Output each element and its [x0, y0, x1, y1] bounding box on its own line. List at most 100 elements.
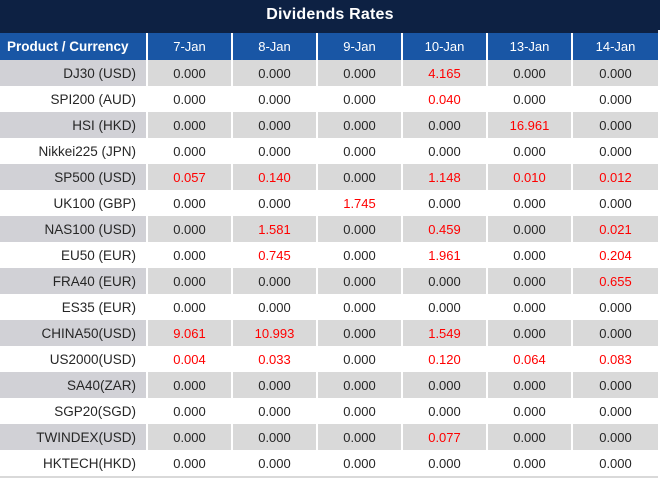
rate-cell: 0.000	[403, 294, 488, 320]
rate-cell: 0.000	[573, 86, 658, 112]
rate-cell: 0.000	[488, 398, 573, 424]
rate-cell: 0.000	[488, 86, 573, 112]
rate-cell: 0.000	[403, 190, 488, 216]
table-row: SP500 (USD) 0.057 0.140 0.000 1.148 0.010 0.01…	[0, 164, 658, 190]
rate-cell: 0.000	[573, 372, 658, 398]
product-cell: ES35 (EUR)	[0, 294, 148, 320]
rate-cell: 0.012	[573, 164, 658, 190]
product-cell: HSI (HKD)	[0, 112, 148, 138]
table-row: SPI200 (AUD) 0.000 0.000 0.000 0.040 0.000 0.0…	[0, 86, 658, 112]
product-cell: NAS100 (USD)	[0, 216, 148, 242]
rate-cell: 0.000	[318, 450, 403, 476]
column-header-13-jan: 13-Jan	[488, 33, 573, 60]
rate-cell: 0.000	[233, 450, 318, 476]
table-row: SGP20(SGD) 0.000 0.000 0.000 0.000 0.000 0.000	[0, 398, 658, 424]
rate-cell: 0.000	[318, 398, 403, 424]
table-row: HSI (HKD) 0.000 0.000 0.000 0.000 16.961 0.000	[0, 112, 658, 138]
product-cell: US2000(USD)	[0, 346, 148, 372]
rate-cell: 0.000	[233, 60, 318, 86]
rate-cell: 0.000	[318, 294, 403, 320]
rate-cell: 0.000	[233, 190, 318, 216]
rate-cell: 0.000	[318, 242, 403, 268]
rate-cell: 0.000	[573, 424, 658, 450]
table-row: Nikkei225 (JPN) 0.000 0.000 0.000 0.000 0.000…	[0, 138, 658, 164]
rate-cell: 0.000	[233, 398, 318, 424]
rate-cell: 0.000	[233, 138, 318, 164]
product-cell: SA40(ZAR)	[0, 372, 148, 398]
rate-cell: 0.000	[148, 450, 233, 476]
rate-cell: 0.000	[233, 86, 318, 112]
rate-cell: 0.000	[233, 424, 318, 450]
rate-cell: 0.000	[573, 398, 658, 424]
rate-cell: 9.061	[148, 320, 233, 346]
table-row: US2000(USD) 0.004 0.033 0.000 0.120 0.064 0.08…	[0, 346, 658, 372]
product-cell: SPI200 (AUD)	[0, 86, 148, 112]
rate-cell: 0.000	[403, 112, 488, 138]
product-cell: EU50 (EUR)	[0, 242, 148, 268]
rate-cell: 0.000	[233, 112, 318, 138]
table-row: SA40(ZAR) 0.000 0.000 0.000 0.000 0.000 0.000	[0, 372, 658, 398]
rate-cell: 0.000	[233, 294, 318, 320]
column-header-7-jan: 7-Jan	[148, 33, 233, 60]
rate-cell: 0.120	[403, 346, 488, 372]
rate-cell: 1.581	[233, 216, 318, 242]
rate-cell: 0.000	[318, 86, 403, 112]
table-row: CHINA50(USD) 9.061 10.993 0.000 1.549 0.000 0.…	[0, 320, 658, 346]
product-cell: SGP20(SGD)	[0, 398, 148, 424]
rate-cell: 1.549	[403, 320, 488, 346]
rate-cell: 0.000	[488, 450, 573, 476]
table-row: ES35 (EUR) 0.000 0.000 0.000 0.000 0.000 0.000	[0, 294, 658, 320]
rate-cell: 0.040	[403, 86, 488, 112]
rate-cell: 0.000	[573, 60, 658, 86]
rate-cell: 0.140	[233, 164, 318, 190]
rate-cell: 0.000	[318, 372, 403, 398]
rate-cell: 0.000	[573, 190, 658, 216]
product-cell: HKTECH(HKD)	[0, 450, 148, 476]
product-cell: CHINA50(USD)	[0, 320, 148, 346]
table-row: FRA40 (EUR) 0.000 0.000 0.000 0.000 0.000 0.65…	[0, 268, 658, 294]
page-title: Dividends Rates	[0, 0, 660, 30]
rate-cell: 0.000	[488, 320, 573, 346]
rate-cell: 0.000	[148, 190, 233, 216]
rate-cell: 0.000	[488, 242, 573, 268]
rate-cell: 0.000	[488, 216, 573, 242]
rate-cell: 0.077	[403, 424, 488, 450]
rate-cell: 0.010	[488, 164, 573, 190]
rate-cell: 16.961	[488, 112, 573, 138]
rate-cell: 0.000	[488, 138, 573, 164]
rate-cell: 0.000	[403, 372, 488, 398]
column-header-14-jan: 14-Jan	[573, 33, 658, 60]
rate-cell: 1.745	[318, 190, 403, 216]
rate-cell: 0.000	[233, 372, 318, 398]
rate-cell: 0.000	[573, 138, 658, 164]
rate-cell: 0.021	[573, 216, 658, 242]
table-row: EU50 (EUR) 0.000 0.745 0.000 1.961 0.000 0.204	[0, 242, 658, 268]
rate-cell: 0.000	[318, 164, 403, 190]
table-row: UK100 (GBP) 0.000 0.000 1.745 0.000 0.000 0.00…	[0, 190, 658, 216]
product-cell: DJ30 (USD)	[0, 60, 148, 86]
rate-cell: 0.000	[148, 372, 233, 398]
rate-cell: 0.000	[573, 112, 658, 138]
rate-cell: 0.655	[573, 268, 658, 294]
rate-cell: 0.000	[488, 190, 573, 216]
rate-cell: 10.993	[233, 320, 318, 346]
rate-cell: 0.057	[148, 164, 233, 190]
rate-cell: 0.000	[488, 268, 573, 294]
rate-cell: 4.165	[403, 60, 488, 86]
table-row: TWINDEX(USD) 0.000 0.000 0.000 0.077 0.000 0.0…	[0, 424, 658, 450]
rate-cell: 0.000	[403, 450, 488, 476]
rate-cell: 0.000	[318, 268, 403, 294]
product-cell: SP500 (USD)	[0, 164, 148, 190]
rate-cell: 1.961	[403, 242, 488, 268]
product-cell: TWINDEX(USD)	[0, 424, 148, 450]
rate-cell: 0.000	[148, 268, 233, 294]
column-header-product-currency: Product / Currency	[0, 33, 148, 60]
rate-cell: 0.459	[403, 216, 488, 242]
rate-cell: 0.064	[488, 346, 573, 372]
column-header-8-jan: 8-Jan	[233, 33, 318, 60]
rate-cell: 0.000	[318, 320, 403, 346]
product-cell: FRA40 (EUR)	[0, 268, 148, 294]
rate-cell: 0.000	[148, 424, 233, 450]
rate-cell: 0.033	[233, 346, 318, 372]
table-header-row: Product / Currency 7-Jan 8-Jan 9-Jan 10-…	[0, 33, 658, 60]
